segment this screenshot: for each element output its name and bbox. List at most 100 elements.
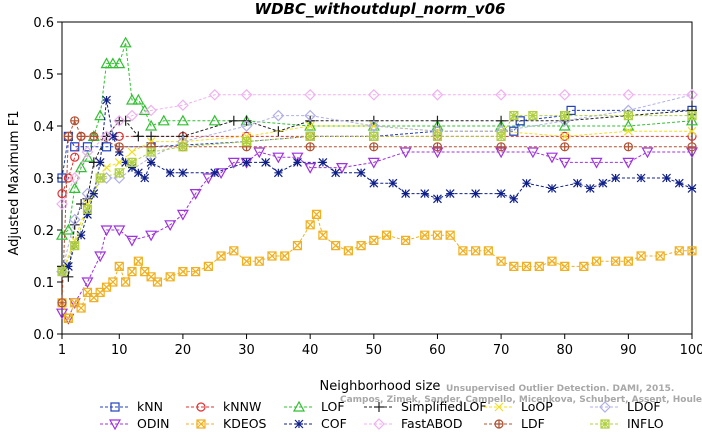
data-point-kdeos bbox=[229, 246, 239, 256]
data-point-ldf bbox=[623, 142, 633, 152]
data-point-cof bbox=[242, 157, 251, 167]
series-cof bbox=[57, 95, 697, 277]
x-tick-label: 10 bbox=[111, 343, 128, 358]
data-point-odin bbox=[367, 157, 380, 169]
legend-item-ldof: LDOF bbox=[590, 399, 661, 414]
data-point-ldof bbox=[272, 109, 285, 122]
data-point-lof bbox=[558, 119, 571, 131]
data-point-kdeos bbox=[108, 277, 118, 287]
data-point-ldf bbox=[63, 131, 73, 141]
data-point-simplifiedlof bbox=[228, 115, 239, 126]
data-point-odin bbox=[641, 147, 654, 159]
data-point-lof bbox=[55, 228, 69, 240]
data-point-kdeos bbox=[655, 251, 665, 261]
data-point-kdeos bbox=[152, 277, 163, 287]
data-point-cof bbox=[522, 178, 531, 188]
legend-label: LoOP bbox=[521, 399, 553, 414]
data-point-inflo bbox=[560, 111, 570, 121]
x-tick-label: 80 bbox=[556, 343, 573, 358]
legend-label: FastABOD bbox=[401, 416, 463, 431]
y-axis-label: Adjusted Maximum F1 bbox=[7, 111, 22, 256]
data-point-lof bbox=[431, 119, 444, 131]
data-point-kdeos bbox=[133, 256, 143, 266]
data-point-loop bbox=[623, 126, 633, 136]
data-point-ldf bbox=[496, 142, 506, 152]
legend-label: LDOF bbox=[627, 399, 661, 414]
data-point-fastabod bbox=[367, 88, 380, 101]
legend-label: SimplifiedLOF bbox=[401, 399, 487, 414]
series-markers-ldof bbox=[56, 88, 698, 278]
data-point-kdeos bbox=[521, 261, 532, 271]
data-point-lof bbox=[145, 119, 158, 131]
data-point-odin bbox=[164, 220, 177, 232]
data-point-lof bbox=[100, 57, 113, 69]
data-point-kdeos bbox=[674, 246, 684, 256]
data-point-inflo bbox=[432, 131, 443, 141]
watermark-line-2: Campos, Zimek, Sander, Campello, Micenko… bbox=[340, 395, 702, 405]
data-point-cof bbox=[133, 168, 143, 178]
data-point-kdeos bbox=[496, 256, 506, 266]
data-point-loop bbox=[305, 121, 315, 131]
data-point-kdeos bbox=[178, 267, 188, 277]
data-point-kdeos bbox=[127, 267, 137, 277]
data-point-inflo bbox=[57, 267, 67, 277]
data-point-fastabod bbox=[56, 198, 68, 210]
x-tick-label: 30 bbox=[238, 343, 255, 358]
data-point-kdeos bbox=[356, 241, 366, 251]
x-axis-label: Neighborhood size bbox=[320, 379, 441, 394]
data-point-cof bbox=[598, 178, 608, 188]
data-point-odin bbox=[145, 230, 158, 242]
data-point-cof bbox=[420, 189, 430, 199]
x-tick-label: 50 bbox=[366, 343, 383, 358]
data-point-odin bbox=[81, 277, 94, 289]
y-tick-label: 0.0 bbox=[33, 328, 54, 343]
data-point-kdeos bbox=[76, 303, 86, 313]
ticks-layer: 0.0 0.1 0.2 0.3 0.4 0.5 0.6 1 10 20 30 40 50 60 70 80 90… bbox=[33, 16, 702, 358]
data-point-lof bbox=[113, 57, 126, 69]
data-point-kdeos bbox=[509, 261, 519, 271]
data-point-lof bbox=[106, 57, 119, 69]
data-point-lof bbox=[132, 93, 145, 105]
data-point-knn bbox=[509, 126, 519, 136]
series-line-cof bbox=[61, 99, 693, 272]
data-point-inflo bbox=[623, 111, 633, 121]
legend-item-kdeos: KDEOS bbox=[186, 416, 267, 431]
data-point-fastabod bbox=[208, 88, 221, 101]
data-point-kdeos bbox=[203, 261, 213, 271]
data-point-simplifiedlof bbox=[496, 115, 507, 126]
data-point-kdeos bbox=[381, 230, 392, 240]
data-point-cof bbox=[127, 163, 137, 173]
data-point-cof bbox=[108, 131, 118, 141]
data-point-cof bbox=[121, 157, 131, 167]
series-markers-cof bbox=[57, 95, 697, 277]
legend-marker bbox=[196, 402, 206, 412]
data-point-cof bbox=[95, 157, 105, 167]
data-point-fastabod bbox=[558, 88, 571, 101]
series-markers-fastabod bbox=[56, 88, 698, 210]
data-point-cof bbox=[573, 178, 582, 188]
data-point-loop bbox=[114, 157, 124, 167]
x-tick-label: 40 bbox=[302, 343, 319, 358]
data-point-cof bbox=[63, 261, 73, 271]
series-line-simplifiedlof bbox=[61, 109, 693, 279]
y-tick-label: 0.5 bbox=[33, 68, 54, 83]
data-point-kdeos bbox=[292, 241, 303, 251]
data-point-fastabod bbox=[145, 104, 157, 117]
data-point-odin bbox=[526, 147, 539, 159]
data-point-odin bbox=[304, 163, 317, 174]
data-point-kdeos bbox=[331, 241, 341, 251]
data-point-lof bbox=[125, 93, 139, 105]
data-point-lof bbox=[208, 114, 221, 126]
legend-label: INFLO bbox=[627, 416, 664, 431]
legend-label: kNN bbox=[137, 399, 163, 414]
y-tick-label: 0.4 bbox=[33, 120, 54, 135]
data-point-fastabod bbox=[622, 88, 635, 101]
data-point-loop bbox=[687, 126, 697, 136]
data-point-lof bbox=[68, 182, 81, 193]
data-point-kdeos bbox=[636, 251, 646, 261]
data-point-kdeos bbox=[458, 246, 468, 256]
data-point-cof bbox=[83, 209, 92, 219]
series-line-loop bbox=[61, 125, 692, 272]
data-point-kdeos bbox=[432, 230, 443, 240]
